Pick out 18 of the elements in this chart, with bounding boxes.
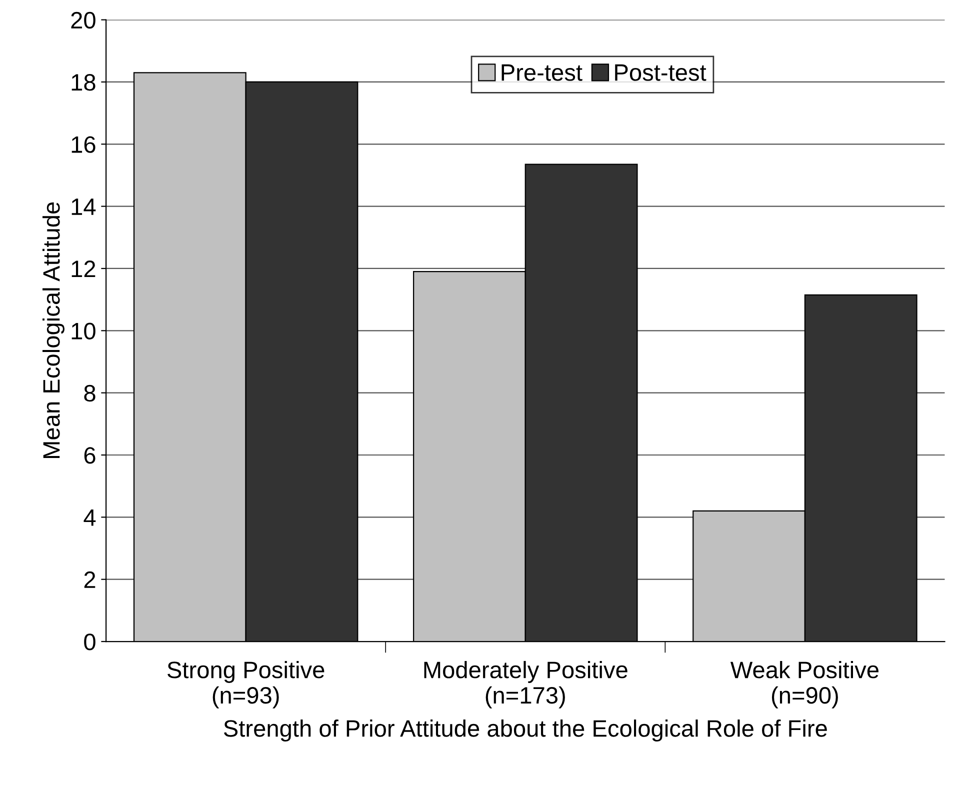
y-tick-label: 6 <box>84 447 96 464</box>
y-tick-label: 10 <box>72 322 96 340</box>
y-tick-label: 8 <box>84 384 96 402</box>
y-tick-label: 4 <box>84 509 96 526</box>
x-tick-label: Moderately Positive (n=173) <box>424 660 628 708</box>
y-tick-label: 16 <box>72 136 96 153</box>
x-axis-title: Strength of Prior Attitude about the Ecological Role of Fire <box>224 720 827 742</box>
y-axis-title: Mean Ecological Attitude <box>42 202 64 458</box>
legend-label: Post-test <box>615 64 706 81</box>
legend-label: Pre-test <box>502 64 582 81</box>
x-tick-label: Strong Positive (n=93) <box>168 660 324 708</box>
x-tick-label: Weak Positive (n=90) <box>730 660 878 708</box>
y-tick-label: 0 <box>84 634 96 650</box>
y-tick-label: 14 <box>72 198 96 215</box>
y-tick-label: 20 <box>71 12 96 29</box>
y-tick-label: 18 <box>72 74 96 91</box>
y-tick-label: 12 <box>72 260 96 278</box>
y-tick-label: 2 <box>84 571 96 588</box>
